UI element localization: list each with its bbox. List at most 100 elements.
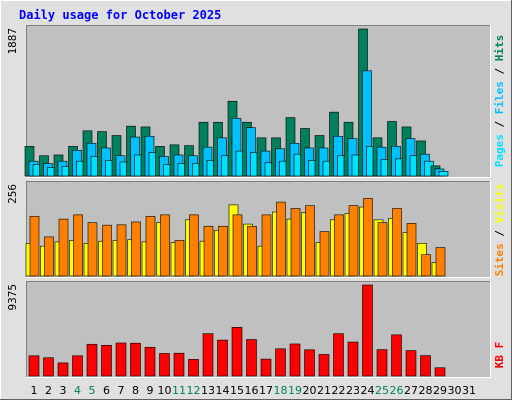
bar-sites-day-15	[232, 214, 243, 277]
day-label-6: 6	[103, 384, 110, 397]
day-label-23: 23	[346, 384, 360, 397]
bar-kbytes-day-4	[72, 355, 83, 377]
bar-kbytes-day-8	[130, 342, 141, 377]
bar-sites-day-3	[58, 218, 69, 277]
bar-kbytes-day-28	[420, 355, 431, 377]
bar-kbytes-day-14	[217, 339, 228, 377]
legend-separator: /	[493, 223, 506, 243]
bar-sites-day-26	[392, 208, 402, 277]
bar-sites-day-28	[421, 254, 431, 277]
legend-pages: Pages	[493, 134, 506, 167]
day-label-14: 14	[216, 384, 230, 397]
bar-kbytes-day-23	[347, 341, 359, 377]
bar-sites-day-25	[377, 222, 388, 277]
panel-1-legend: Pages / Files / Hits	[493, 35, 506, 168]
day-label-22: 22	[332, 384, 346, 397]
bar-kbytes-day-25	[376, 349, 388, 377]
bar-kbytes-day-19	[289, 343, 301, 377]
bar-kbytes-day-3	[57, 362, 69, 377]
day-label-27: 27	[404, 384, 418, 397]
bar-kbytes-day-13	[202, 333, 214, 377]
day-label-18: 18	[274, 384, 288, 397]
panel-2-max-label: 256	[6, 184, 19, 204]
bar-sites-day-12	[189, 214, 199, 277]
bar-sites-day-6	[102, 224, 112, 277]
day-label-1: 1	[31, 384, 38, 397]
bar-sites-day-9	[145, 215, 156, 277]
bar-kbytes-day-12	[188, 359, 199, 377]
bar-kbytes-day-20	[304, 349, 315, 377]
legend-kb-f: KB F	[493, 342, 506, 369]
day-label-3: 3	[60, 384, 67, 397]
bar-kbytes-day-21	[318, 354, 330, 377]
day-label-2: 2	[45, 384, 52, 397]
panel-2-legend: Sites / Visits	[493, 184, 506, 277]
day-label-19: 19	[288, 384, 302, 397]
bar-kbytes-day-9	[144, 346, 156, 377]
day-label-12: 12	[187, 384, 201, 397]
bar-kbytes-day-27	[405, 350, 417, 377]
day-label-4: 4	[74, 384, 81, 397]
day-label-17: 17	[259, 384, 273, 397]
bar-sites-day-14	[218, 225, 228, 277]
panel-3-max-label: 9375	[6, 284, 19, 311]
legend-sites: Sites	[493, 243, 506, 276]
bar-kbytes-day-5	[86, 343, 98, 377]
day-label-10: 10	[158, 384, 172, 397]
day-label-28: 28	[419, 384, 433, 397]
day-label-7: 7	[118, 384, 125, 397]
day-label-15: 15	[230, 384, 244, 397]
day-label-25: 25	[375, 384, 389, 397]
bar-kbytes-day-26	[391, 334, 402, 377]
bar-kbytes-day-29	[434, 367, 446, 377]
bar-sites-day-27	[406, 223, 417, 277]
bar-sites-day-22	[334, 214, 344, 277]
day-label-21: 21	[317, 384, 331, 397]
bar-kbytes-day-10	[159, 353, 170, 377]
bar-kbytes-day-2	[43, 357, 54, 377]
bar-kbytes-day-11	[173, 352, 185, 377]
bar-kbytes-day-17	[260, 358, 272, 377]
bar-kbytes-day-24	[362, 284, 373, 377]
bar-sites-day-13	[203, 225, 214, 277]
legend-separator: /	[493, 61, 506, 81]
day-label-9: 9	[147, 384, 154, 397]
bar-sites-day-17	[261, 214, 272, 277]
day-label-24: 24	[361, 384, 375, 397]
chart-title: Daily usage for October 2025	[19, 8, 221, 22]
bar-sites-day-1	[29, 215, 40, 277]
bar-sites-day-5	[87, 222, 98, 277]
legend-hits: Hits	[493, 35, 506, 62]
bar-sites-day-2	[44, 236, 54, 277]
bar-sites-day-24	[363, 198, 373, 277]
bar-kbytes-day-7	[115, 342, 127, 377]
day-label-20: 20	[303, 384, 317, 397]
bar-sites-day-16	[247, 225, 257, 277]
panel-3-legend: KB F	[493, 342, 506, 369]
bar-sites-day-7	[116, 224, 127, 277]
day-label-16: 16	[245, 384, 259, 397]
day-label-8: 8	[132, 384, 139, 397]
bar-kbytes-day-15	[231, 327, 243, 377]
day-label-13: 13	[201, 384, 215, 397]
day-label-5: 5	[89, 384, 96, 397]
day-label-30: 30	[448, 384, 462, 397]
bar-sites-day-11	[174, 240, 185, 277]
day-label-29: 29	[433, 384, 447, 397]
legend-files: Files	[493, 81, 506, 114]
legend-visits: Visits	[493, 184, 506, 224]
bar-sites-day-4	[73, 214, 83, 277]
bar-sites-day-10	[160, 214, 170, 277]
bar-kbytes-day-16	[246, 339, 257, 377]
bar-sites-day-21	[319, 231, 330, 277]
bar-kbytes-day-6	[101, 345, 112, 377]
bar-pages-day-29	[438, 171, 449, 177]
day-label-11: 11	[172, 384, 186, 397]
legend-separator: /	[493, 114, 506, 134]
bar-kbytes-day-1	[28, 355, 40, 377]
bar-sites-day-20	[305, 205, 315, 277]
bar-sites-day-19	[290, 208, 301, 277]
day-label-26: 26	[390, 384, 404, 397]
